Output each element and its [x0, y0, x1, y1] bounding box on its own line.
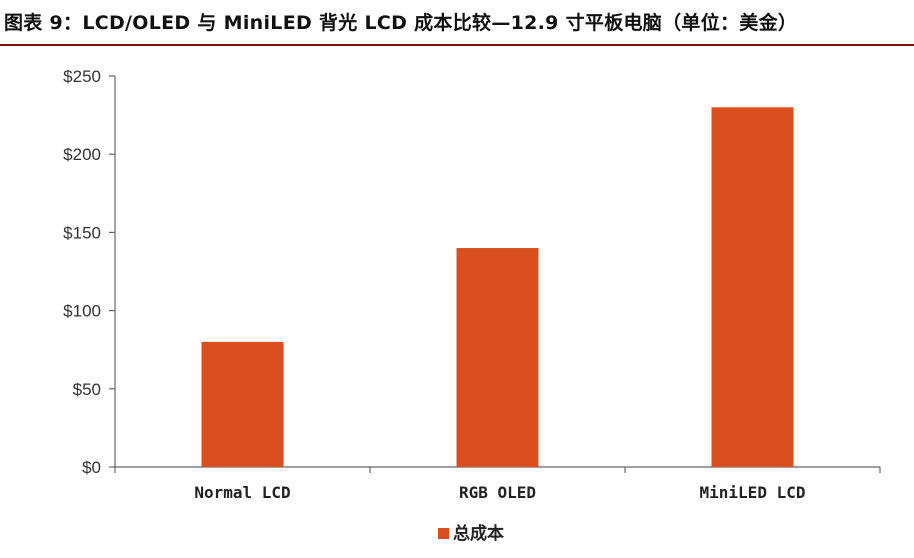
- bars: [201, 107, 794, 467]
- bar: [711, 107, 794, 467]
- x-category-label: MiniLED LCD: [700, 483, 806, 502]
- y-axis: $0 $50 $100 $150 $200 $250: [63, 67, 116, 477]
- title-underline: [0, 44, 914, 46]
- legend-swatch: [438, 528, 449, 539]
- x-category-label: Normal LCD: [194, 483, 290, 502]
- x-axis: Normal LCD RGB OLED MiniLED LCD: [114, 466, 881, 502]
- bar: [456, 248, 539, 467]
- y-tick-label: $0: [82, 458, 101, 477]
- y-tick-label: $200: [63, 145, 101, 164]
- y-tick-label: $50: [73, 380, 101, 399]
- chart-title: 图表 9：LCD/OLED 与 MiniLED 背光 LCD 成本比较—12.9…: [4, 12, 798, 34]
- legend-label: 总成本: [453, 523, 504, 544]
- bar: [201, 341, 284, 467]
- x-category-label: RGB OLED: [459, 483, 536, 502]
- y-tick-label: $150: [63, 223, 101, 242]
- legend: 总成本: [438, 523, 504, 544]
- y-tick-label: $250: [63, 67, 101, 86]
- y-tick-label: $100: [63, 302, 101, 321]
